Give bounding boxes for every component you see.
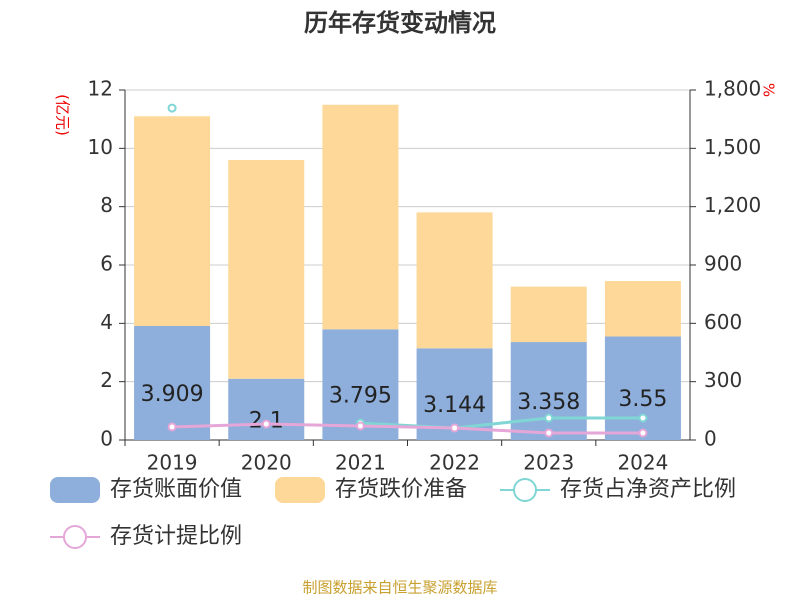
y2-tick-label: 600: [704, 310, 742, 334]
y2-tick-label: 300: [704, 368, 742, 392]
y-tick-label: 12: [88, 77, 113, 101]
y-tick-label: 10: [88, 135, 113, 159]
bar: [322, 104, 399, 330]
y2-tick-label: 0: [704, 427, 717, 451]
y2-tick-label: 1,800: [704, 77, 761, 101]
x-tick-label: 2021: [335, 451, 386, 475]
line-point: [450, 423, 460, 433]
bar: [510, 342, 587, 440]
line-point: [355, 421, 365, 431]
y-tick-label: 6: [100, 252, 113, 276]
legend-label: 存货占净资产比例: [560, 477, 736, 502]
bar-value-label: 3.909: [141, 382, 204, 407]
line-point: [544, 413, 554, 423]
bar: [416, 212, 493, 349]
line-point: [167, 103, 177, 113]
line: [172, 422, 643, 435]
y-tick-label: 0: [100, 427, 113, 451]
chart-title: 历年存货变动情况: [304, 9, 496, 37]
bar-value-label: 3.144: [423, 393, 486, 418]
x-tick-label: 2023: [523, 451, 574, 475]
bar: [134, 325, 211, 440]
x-tick-label: 2022: [429, 451, 480, 475]
line-point: [261, 419, 271, 429]
x-tick-label: 2019: [147, 451, 198, 475]
bar-value-label: 3.358: [517, 390, 580, 415]
legend-label: 存货计提比例: [110, 524, 242, 549]
bar: [134, 116, 211, 326]
legend-swatch: [513, 478, 537, 502]
y2-tick-label: 1,500: [704, 135, 761, 159]
line-point: [638, 428, 648, 438]
x-tick-label: 2024: [617, 451, 668, 475]
legend-label: 存货账面价值: [110, 477, 242, 502]
line-point: [167, 422, 177, 432]
y2-tick-label: 1,200: [704, 193, 761, 217]
bar-value-label: 3.55: [618, 387, 667, 412]
legend-swatch: [275, 477, 325, 503]
bar: [604, 281, 681, 337]
legend-swatch: [50, 477, 100, 503]
y-tick-label: 2: [100, 368, 113, 392]
y-axis-label: (亿元): [54, 94, 72, 136]
y2-axis-label: %: [760, 83, 778, 97]
bar: [228, 378, 305, 440]
bar: [510, 286, 587, 343]
legend-swatch: [63, 525, 87, 549]
line-point: [544, 428, 554, 438]
legend-label: 存货跌价准备: [335, 477, 467, 502]
y-tick-label: 4: [100, 310, 113, 334]
y-tick-label: 8: [100, 193, 113, 217]
x-tick-label: 2020: [241, 451, 292, 475]
bar: [228, 160, 305, 379]
y2-tick-label: 900: [704, 252, 742, 276]
bar: [604, 336, 681, 440]
bar-value-label: 3.795: [329, 384, 392, 409]
source-note: 制图数据来自恒生聚源数据库: [302, 579, 497, 597]
line-point: [638, 413, 648, 423]
